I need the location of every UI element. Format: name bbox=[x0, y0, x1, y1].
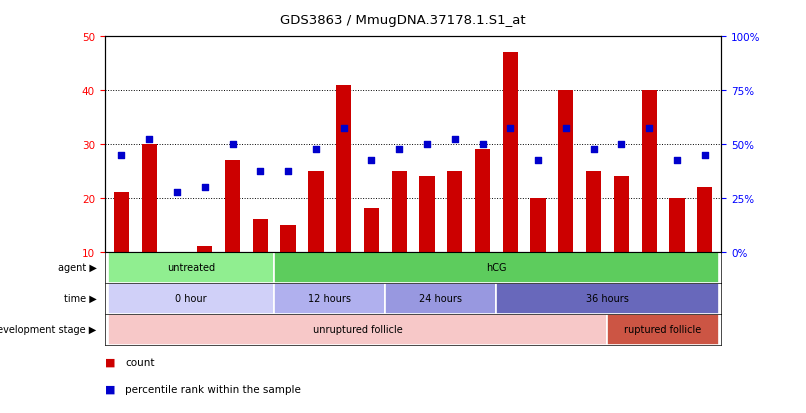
Point bbox=[421, 141, 434, 148]
Bar bbox=[274, 252, 719, 283]
Bar bbox=[447, 171, 463, 252]
Bar bbox=[530, 198, 546, 252]
Text: GDS3863 / MmugDNA.37178.1.S1_at: GDS3863 / MmugDNA.37178.1.S1_at bbox=[280, 14, 526, 27]
Text: 24 hours: 24 hours bbox=[419, 293, 463, 304]
Point bbox=[365, 157, 378, 164]
Point bbox=[115, 152, 128, 159]
Bar bbox=[503, 53, 518, 252]
Text: unruptured follicle: unruptured follicle bbox=[313, 324, 402, 335]
Text: percentile rank within the sample: percentile rank within the sample bbox=[125, 384, 301, 394]
Text: agent ▶: agent ▶ bbox=[58, 262, 97, 273]
Bar bbox=[274, 283, 385, 314]
Text: 36 hours: 36 hours bbox=[586, 293, 629, 304]
Bar bbox=[419, 177, 434, 252]
Bar bbox=[280, 225, 296, 252]
Bar bbox=[107, 283, 274, 314]
Bar bbox=[613, 177, 629, 252]
Point bbox=[559, 125, 572, 132]
Text: ruptured follicle: ruptured follicle bbox=[625, 324, 702, 335]
Bar bbox=[385, 283, 496, 314]
Text: ■: ■ bbox=[105, 357, 115, 367]
Bar bbox=[197, 247, 213, 252]
Text: count: count bbox=[125, 357, 155, 367]
Bar bbox=[608, 314, 719, 345]
Point bbox=[226, 141, 239, 148]
Bar bbox=[142, 145, 157, 252]
Bar bbox=[559, 91, 574, 252]
Bar bbox=[364, 209, 379, 252]
Bar bbox=[392, 171, 407, 252]
Point bbox=[337, 125, 350, 132]
Text: hCG: hCG bbox=[486, 262, 507, 273]
Point bbox=[587, 147, 600, 153]
Bar bbox=[586, 171, 601, 252]
Point bbox=[698, 152, 711, 159]
Point bbox=[532, 157, 545, 164]
Text: development stage ▶: development stage ▶ bbox=[0, 324, 97, 335]
Bar bbox=[475, 150, 490, 252]
Bar bbox=[252, 220, 268, 252]
Text: time ▶: time ▶ bbox=[64, 293, 97, 304]
Bar bbox=[308, 171, 323, 252]
Point bbox=[310, 147, 322, 153]
Point bbox=[615, 141, 628, 148]
Point bbox=[671, 157, 683, 164]
Point bbox=[393, 147, 405, 153]
Point bbox=[476, 141, 489, 148]
Bar bbox=[642, 91, 657, 252]
Point bbox=[281, 168, 294, 175]
Bar bbox=[697, 188, 713, 252]
Bar bbox=[225, 161, 240, 252]
Text: untreated: untreated bbox=[167, 262, 215, 273]
Point bbox=[143, 136, 156, 142]
Point bbox=[198, 184, 211, 191]
Point bbox=[254, 168, 267, 175]
Text: ■: ■ bbox=[105, 384, 115, 394]
Bar bbox=[669, 198, 684, 252]
Point bbox=[642, 125, 655, 132]
Point bbox=[504, 125, 517, 132]
Point bbox=[171, 190, 184, 196]
Bar bbox=[107, 314, 608, 345]
Bar bbox=[496, 283, 719, 314]
Bar bbox=[336, 85, 351, 252]
Text: 12 hours: 12 hours bbox=[308, 293, 351, 304]
Bar bbox=[107, 252, 274, 283]
Point bbox=[448, 136, 461, 142]
Bar bbox=[114, 193, 129, 252]
Text: 0 hour: 0 hour bbox=[175, 293, 206, 304]
